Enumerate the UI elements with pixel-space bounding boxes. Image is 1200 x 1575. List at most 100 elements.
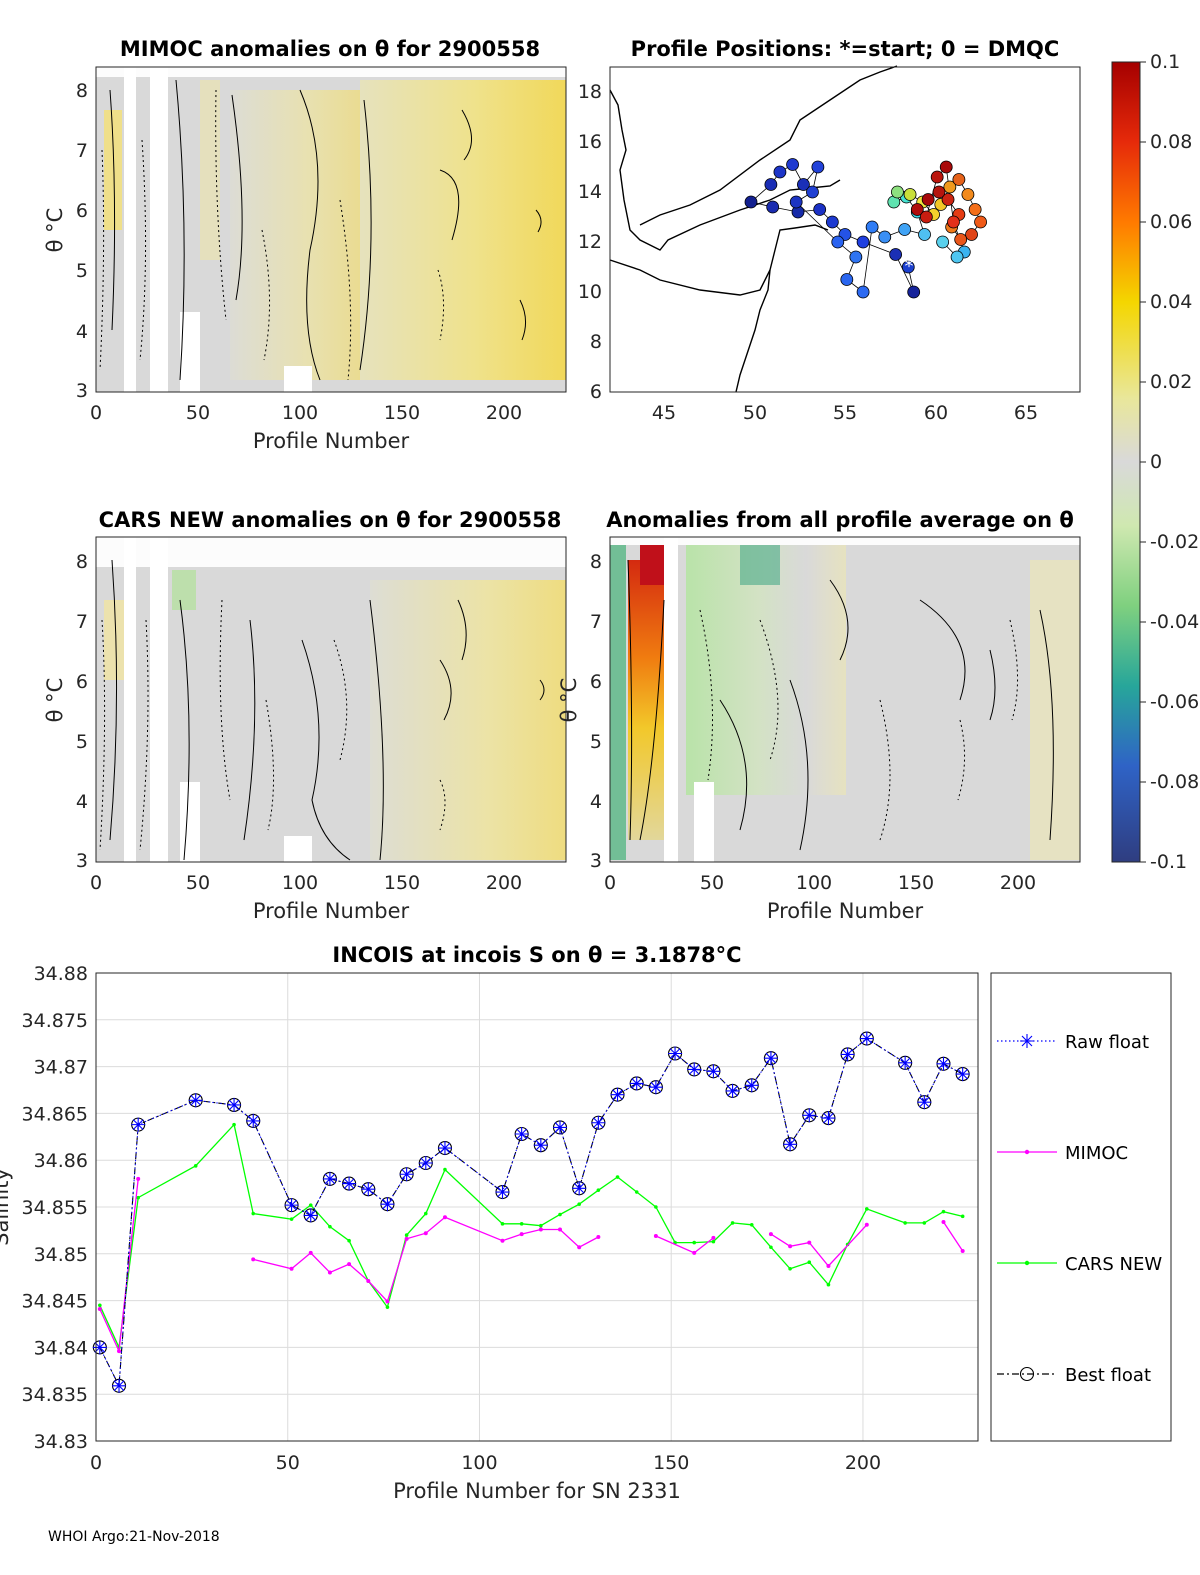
profile-position-dot	[910, 203, 924, 216]
mimoc-point	[538, 1227, 543, 1232]
raw-float-point	[840, 1047, 855, 1062]
raw-float-point	[725, 1083, 740, 1098]
raw-float-point	[629, 1076, 644, 1091]
profile-position-dot	[947, 215, 960, 229]
cars-title: CARS NEW anomalies on θ for 2900558	[99, 508, 562, 532]
mimoc-point	[251, 1257, 256, 1262]
profile-position-dot	[831, 235, 845, 249]
positions-panel: Profile Positions: *=start; 0 = DMQC * 4…	[578, 37, 1081, 424]
mimoc-point	[97, 1307, 102, 1312]
cars-new-point	[443, 1167, 447, 1172]
allavg-xlabel: Profile Number	[767, 899, 924, 923]
allavg-xtick: 150	[898, 872, 934, 894]
colorbar-tick-label: 0.04	[1150, 291, 1192, 313]
cars-xtick: 150	[384, 872, 420, 894]
raw-float-point	[495, 1185, 510, 1200]
mimoc-xticks: 0 50 100 150 200	[90, 402, 522, 424]
mimoc-point	[519, 1232, 524, 1237]
raw-float-point	[859, 1031, 874, 1046]
cars-new-point	[193, 1164, 198, 1168]
mimoc-point	[327, 1270, 332, 1275]
profile-position-dot	[903, 188, 917, 201]
cars-new-point	[711, 1239, 716, 1244]
raw-float-point	[227, 1097, 242, 1112]
positions-xticks: 45 50 55 60 65	[652, 402, 1038, 424]
profile-position-dot	[878, 230, 892, 244]
allavg-ytick: 5	[590, 731, 602, 753]
mimoc-point	[423, 1231, 428, 1236]
raw-float-point	[303, 1208, 318, 1223]
colorbar-tick-label: 0.02	[1150, 371, 1192, 393]
profile-position-dot	[889, 248, 903, 261]
raw-float-point	[437, 1141, 452, 1156]
cars-new-point	[500, 1222, 505, 1226]
legend-item: CARS NEW	[997, 1254, 1162, 1275]
profile-position-dot	[764, 178, 778, 191]
cars-heatmap	[96, 537, 566, 862]
mimoc-point	[577, 1245, 582, 1250]
mimoc-point	[653, 1234, 658, 1239]
positions-yticks: 6 8 10 12 14 16 18	[578, 81, 602, 403]
positions-xtick: 45	[652, 402, 676, 424]
raw-float-point	[572, 1181, 587, 1196]
profile-position-dot	[943, 180, 957, 194]
allavg-ytick: 4	[590, 791, 602, 813]
cars-new-point	[404, 1233, 409, 1237]
allavg-panel: Anomalies from all profile average on θ …	[557, 508, 1081, 923]
cars-new-point	[577, 1202, 581, 1206]
raw-float-point	[112, 1378, 127, 1393]
cars-new-point	[136, 1195, 140, 1200]
mimoc-point	[941, 1219, 946, 1224]
profile-position-dot	[939, 160, 953, 174]
mimoc-line	[942, 1221, 964, 1252]
mimoc-point	[807, 1240, 812, 1245]
incois-ytick: 34.875	[22, 1010, 88, 1032]
incois-series	[92, 1031, 970, 1393]
profile-position-dot	[898, 223, 912, 236]
profile-position-dot	[813, 203, 827, 216]
mimoc-point	[136, 1176, 141, 1181]
incois-ytick: 34.87	[34, 1057, 88, 1079]
mimoc-ylabel: θ °C	[43, 208, 67, 253]
profile-position-dot	[766, 200, 780, 214]
cars-xtick: 0	[90, 872, 102, 894]
legend-marker	[1020, 1034, 1034, 1048]
legend: Raw float MIMOC CARS NEW Best float	[990, 972, 1172, 1442]
profile-position-dot	[950, 250, 964, 264]
cars-ylabel: θ °C	[43, 678, 67, 723]
raw-float-point	[610, 1087, 625, 1102]
positions-ytick: 18	[578, 81, 602, 103]
cars-new-point	[539, 1223, 543, 1228]
mimoc-yticks: 3 4 5 6 7 8	[76, 80, 88, 402]
positions-xtick: 65	[1014, 402, 1038, 424]
incois-xtick: 150	[653, 1452, 689, 1474]
legend-label: Best float	[1065, 1365, 1151, 1386]
allavg-xtick: 50	[700, 872, 724, 894]
mimoc-point	[404, 1236, 409, 1241]
allavg-yticks: 3 4 5 6 7 8	[590, 551, 602, 872]
colorbar-tick-label: -0.08	[1150, 771, 1199, 793]
cars-new-point	[558, 1212, 562, 1217]
cars-new-point	[289, 1217, 294, 1221]
incois-xtick: 0	[90, 1452, 102, 1474]
positions-xtick: 60	[924, 402, 948, 424]
incois-ytick: 34.84	[34, 1337, 88, 1359]
positions-xtick: 50	[743, 402, 767, 424]
profile-positions	[744, 158, 987, 299]
mimoc-point	[864, 1222, 869, 1227]
mimoc-point	[826, 1263, 831, 1268]
raw-float-point	[188, 1093, 203, 1108]
profile-position-dot	[856, 235, 870, 249]
profile-position-dot	[825, 215, 839, 229]
mimoc-point	[768, 1232, 773, 1237]
cars-new-point	[98, 1303, 102, 1308]
incois-xtick: 100	[461, 1452, 497, 1474]
cars-ytick: 6	[76, 671, 88, 693]
profile-position-dot	[856, 285, 870, 299]
cars-new-point	[922, 1221, 927, 1225]
cars-ytick: 7	[76, 611, 88, 633]
incois-ytick: 34.835	[22, 1384, 88, 1406]
legend-item: MIMOC	[997, 1143, 1128, 1164]
incois-xtick: 50	[276, 1452, 300, 1474]
legend-label: MIMOC	[1065, 1143, 1128, 1164]
